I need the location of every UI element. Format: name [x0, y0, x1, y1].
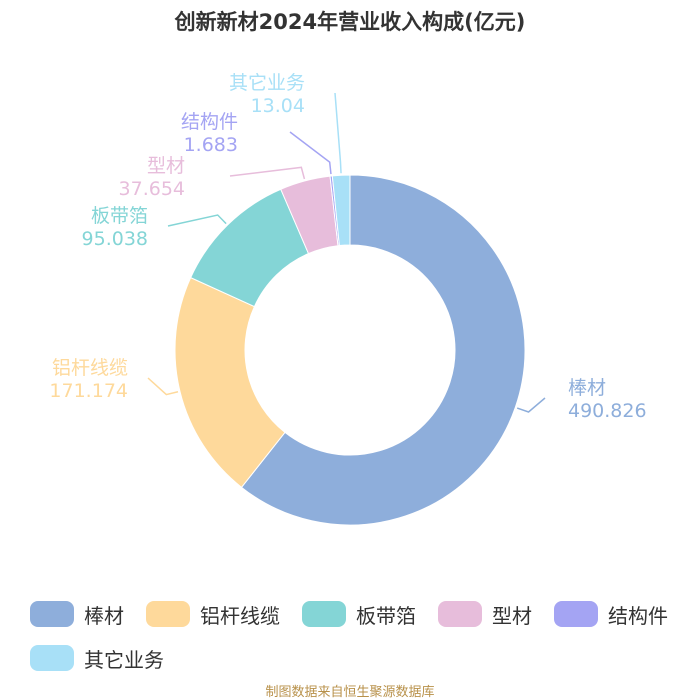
- legend-label: 铝杆线缆: [200, 603, 280, 628]
- legend-label: 结构件: [608, 603, 668, 628]
- legend-item-xingcai[interactable]: 型材: [438, 600, 532, 628]
- slice-value-jiegoujian: 1.683: [184, 134, 238, 156]
- legend-item-lvganxianlan[interactable]: 铝杆线缆: [146, 600, 280, 628]
- legend-label: 型材: [492, 603, 532, 628]
- legend-swatch: [30, 601, 74, 627]
- legend-swatch: [302, 601, 346, 627]
- slice-label-xingcai: 型材: [147, 155, 185, 177]
- legend-swatch: [554, 601, 598, 627]
- leader-line-qitayewu: [334, 92, 342, 174]
- slice-label-bangcai: 棒材: [568, 377, 606, 399]
- legend-swatch: [146, 601, 190, 627]
- slice-label-lvganxianlan: 铝杆线缆: [52, 357, 128, 379]
- legend-item-bangcai[interactable]: 棒材: [30, 600, 124, 628]
- leader-line-bangcai: [516, 397, 546, 413]
- slice-value-bangcai: 490.826: [568, 400, 647, 422]
- leader-line-jiegoujian: [289, 131, 332, 175]
- slice-label-qitayewu: 其它业务: [229, 72, 305, 94]
- legend-item-qitayewu[interactable]: 其它业务: [30, 644, 164, 672]
- slice-bangcai[interactable]: [240, 174, 526, 526]
- slice-value-bandaibo: 95.038: [82, 228, 148, 250]
- legend-swatch: [30, 645, 74, 671]
- leader-line-lvganxianlan: [147, 377, 179, 396]
- legend-item-bandaibo[interactable]: 板带箔: [302, 600, 416, 628]
- legend-label: 棒材: [84, 603, 124, 628]
- slice-value-xingcai: 37.654: [119, 178, 185, 200]
- chart-title: 创新新材2024年营业收入构成(亿元): [174, 10, 526, 34]
- slice-qitayewu[interactable]: [331, 174, 351, 247]
- legend-item-jiegoujian[interactable]: 结构件: [554, 600, 668, 628]
- slice-lvganxianlan[interactable]: [174, 276, 286, 489]
- slice-value-lvganxianlan: 171.174: [49, 380, 128, 402]
- data-source-note: 制图数据来自恒生聚源数据库: [265, 685, 435, 700]
- legend-label: 板带箔: [356, 603, 416, 628]
- chart-legend: 棒材 铝杆线缆 板带箔 型材 结构件其它业务: [30, 600, 680, 672]
- leader-line-bandaibo: [167, 214, 227, 227]
- legend-swatch: [438, 601, 482, 627]
- leader-line-xingcai: [229, 166, 306, 180]
- slice-label-jiegoujian: 结构件: [181, 111, 238, 133]
- slice-value-qitayewu: 13.04: [251, 95, 305, 117]
- legend-label: 其它业务: [84, 647, 164, 672]
- slice-label-bandaibo: 板带箔: [91, 205, 148, 227]
